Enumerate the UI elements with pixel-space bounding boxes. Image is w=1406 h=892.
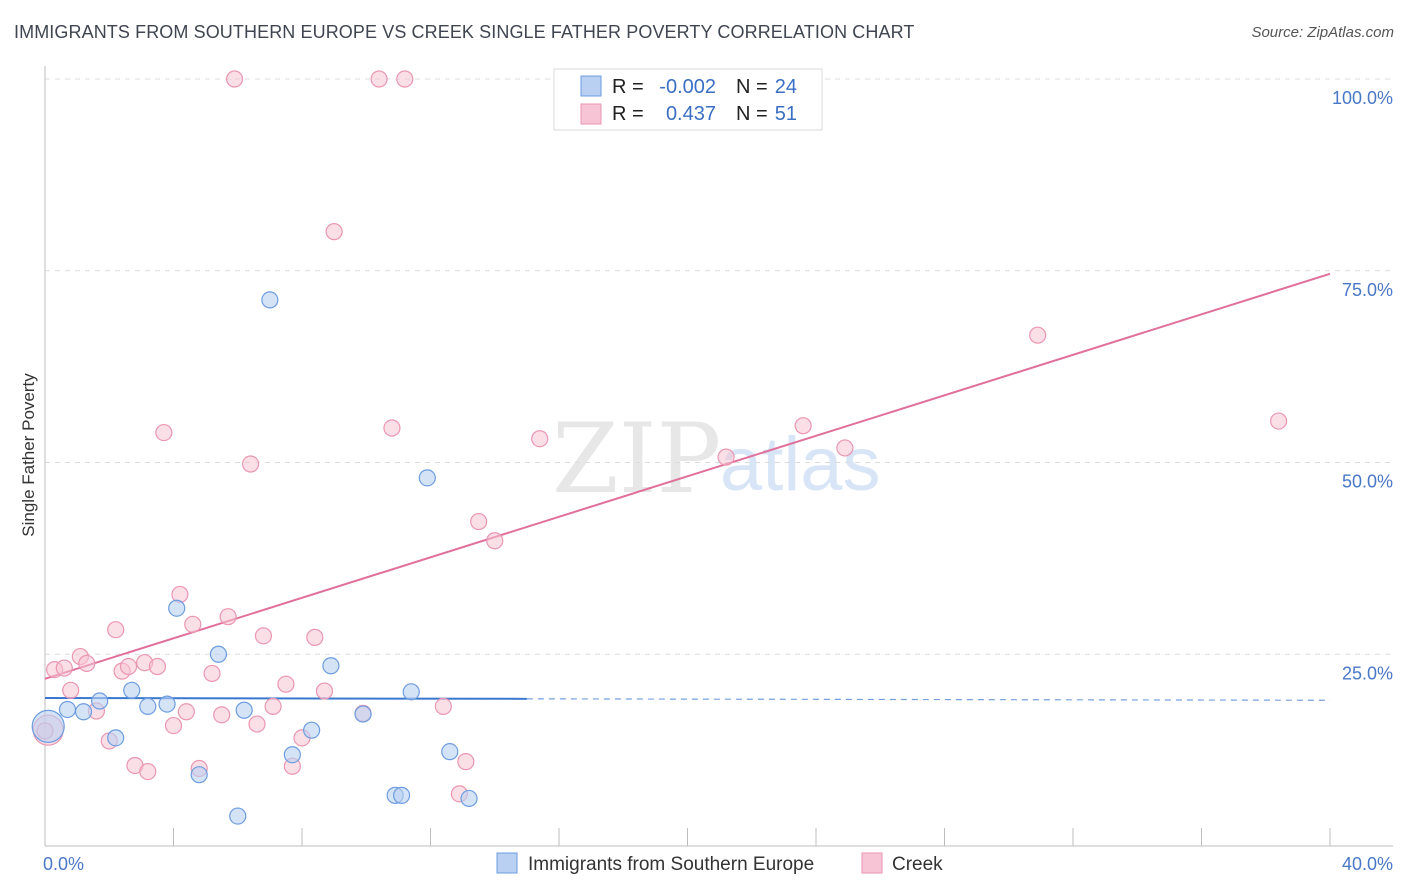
legend-r-label-1: R = xyxy=(612,76,644,98)
point-creek xyxy=(325,223,343,241)
point-creek xyxy=(315,682,334,700)
point-creek xyxy=(219,608,237,626)
x-tick-label: 40.0% xyxy=(1342,854,1393,874)
chart-title: IMMIGRANTS FROM SOUTHERN EUROPE VS CREEK… xyxy=(14,22,915,42)
point-creek xyxy=(248,715,266,733)
point-creek xyxy=(78,654,96,673)
point-southern-europe xyxy=(91,692,109,710)
y-tick-label: 100.0% xyxy=(1332,88,1393,108)
legend-swatch-pink xyxy=(580,103,602,125)
point-southern-europe xyxy=(74,703,93,721)
point-creek xyxy=(486,532,504,550)
point-creek xyxy=(836,439,854,457)
trend-line-blue xyxy=(44,696,527,700)
point-creek xyxy=(107,621,125,639)
legend-n-value-1: 24 xyxy=(775,76,797,98)
legend-bottom-label-blue: Immigrants from Southern Europe xyxy=(528,854,814,875)
point-southern-europe xyxy=(31,709,65,743)
point-southern-europe xyxy=(58,700,77,719)
point-creek xyxy=(396,70,414,88)
point-creek xyxy=(119,657,138,676)
point-creek xyxy=(177,703,195,721)
point-creek xyxy=(1269,412,1288,430)
legend-r-value-2: 0.437 xyxy=(666,103,716,125)
point-creek xyxy=(55,659,73,677)
point-southern-europe xyxy=(168,599,186,617)
point-southern-europe xyxy=(190,766,208,784)
point-southern-europe xyxy=(460,789,478,808)
source-label: Source: ZipAtlas.com xyxy=(1251,24,1394,41)
data-points xyxy=(31,70,1288,825)
tick-labels: 25.0% 50.0% 75.0% 100.0% 0.0% 40.0% xyxy=(43,88,1393,874)
point-creek xyxy=(277,675,295,693)
point-creek xyxy=(203,664,221,683)
point-creek xyxy=(794,417,812,435)
point-southern-europe xyxy=(303,721,321,739)
point-southern-europe xyxy=(235,701,253,719)
point-creek xyxy=(184,615,202,633)
point-southern-europe xyxy=(418,469,436,487)
point-southern-europe xyxy=(283,746,301,764)
watermark-zip: ZIP xyxy=(552,403,721,515)
point-southern-europe xyxy=(123,681,141,699)
legend-n-label-1: N = xyxy=(736,76,768,98)
legend-r-label-2: R = xyxy=(612,103,644,125)
y-tick-label: 75.0% xyxy=(1342,280,1393,300)
point-creek xyxy=(531,430,549,448)
point-creek xyxy=(383,419,401,437)
y-tick-label: 50.0% xyxy=(1342,472,1393,492)
point-creek xyxy=(164,716,183,735)
point-creek xyxy=(62,681,80,699)
point-creek xyxy=(139,763,157,781)
point-creek xyxy=(470,512,488,531)
point-southern-europe xyxy=(402,683,420,701)
legend-bottom-swatch-pink xyxy=(861,852,883,874)
point-southern-europe xyxy=(139,697,157,716)
trend-line-blue-dashed xyxy=(526,698,1331,701)
point-southern-europe xyxy=(229,807,247,825)
legend-swatch-blue xyxy=(580,75,602,97)
point-creek xyxy=(1029,326,1047,344)
point-creek xyxy=(306,628,324,646)
legend-n-label-2: N = xyxy=(736,103,768,125)
point-creek xyxy=(254,627,273,645)
point-creek xyxy=(434,697,452,716)
legend-bottom-swatch-blue xyxy=(496,852,518,874)
point-southern-europe xyxy=(322,657,340,675)
legend-r-value-1: -0.002 xyxy=(659,76,716,98)
point-creek xyxy=(213,706,231,724)
point-southern-europe xyxy=(158,695,176,713)
point-southern-europe xyxy=(354,705,372,723)
point-southern-europe xyxy=(261,291,279,309)
point-southern-europe xyxy=(392,786,411,804)
point-creek xyxy=(242,455,260,473)
point-creek xyxy=(264,697,282,716)
watermark-atlas: atlas xyxy=(720,422,881,507)
point-southern-europe xyxy=(441,743,459,761)
point-creek xyxy=(457,753,475,771)
legend-top: R = -0.002 N = 24 R = 0.437 N = 51 xyxy=(553,68,823,131)
grid-lines xyxy=(45,78,1393,655)
point-creek xyxy=(155,423,173,442)
point-creek xyxy=(717,448,735,466)
point-southern-europe xyxy=(107,729,125,747)
y-tick-label: 25.0% xyxy=(1342,663,1393,683)
legend-n-value-2: 51 xyxy=(775,103,797,125)
y-axis-label: Single Father Poverty xyxy=(19,373,38,537)
legend-bottom-label-pink: Creek xyxy=(892,854,943,875)
trend-line-pink xyxy=(44,272,1331,680)
point-southern-europe xyxy=(209,645,228,663)
legend-bottom: Immigrants from Southern Europe Creek xyxy=(496,852,943,875)
x-tick-label: 0.0% xyxy=(43,854,84,874)
point-creek xyxy=(225,70,244,88)
point-creek xyxy=(148,657,167,676)
point-creek xyxy=(370,70,388,88)
